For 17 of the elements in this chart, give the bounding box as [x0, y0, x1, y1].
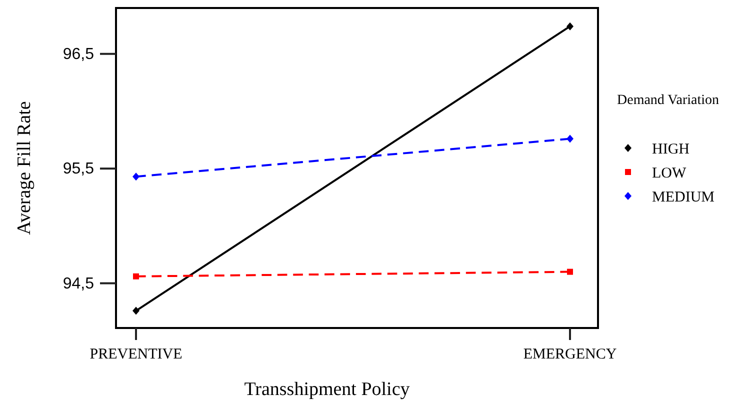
point — [132, 172, 140, 181]
y-tick-label: 94,5 — [62, 275, 94, 292]
point — [566, 22, 574, 30]
legend-label: HIGH — [652, 141, 690, 158]
legend-label: LOW — [652, 165, 687, 182]
point — [133, 273, 139, 280]
point — [566, 134, 574, 143]
point — [132, 306, 140, 315]
point — [567, 268, 573, 275]
y-axis-title: Average Fill Rate — [14, 101, 35, 235]
x-axis-title: Transshipment Policy — [244, 379, 410, 400]
y-tick-label: 96,5 — [62, 46, 94, 63]
legend-label: MEDIUM — [652, 189, 714, 206]
y-tick-label: 95,5 — [62, 160, 94, 178]
x-tick-label: EMERGENCY — [523, 346, 617, 363]
x-tick-label: PREVENTIVE — [90, 346, 182, 363]
legend-title: Demand Variation — [617, 93, 719, 108]
